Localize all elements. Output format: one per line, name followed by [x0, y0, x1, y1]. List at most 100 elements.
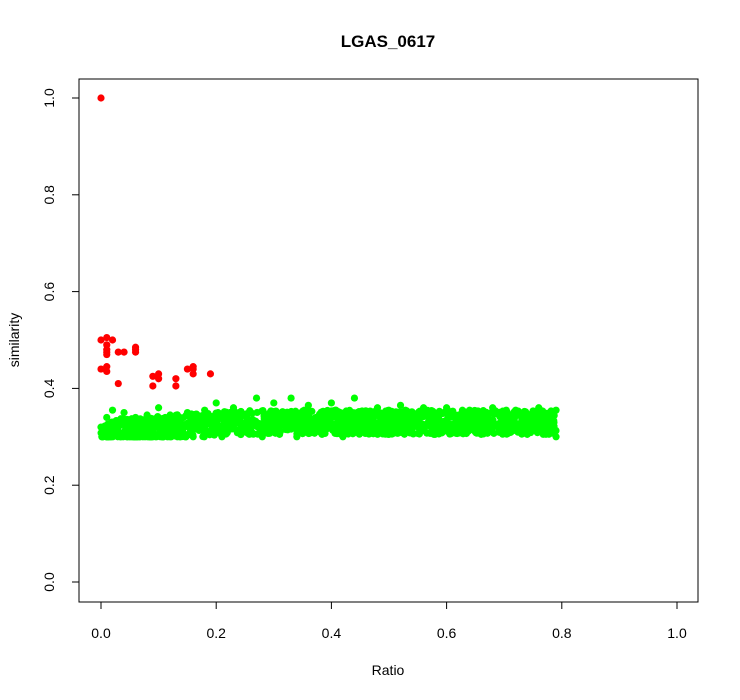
- green-point: [270, 422, 278, 430]
- green-point: [304, 407, 313, 415]
- x-tick-label: 0.4: [322, 625, 342, 641]
- green-point: [229, 404, 238, 412]
- green-point: [370, 409, 378, 417]
- green-point: [97, 423, 105, 431]
- green-point: [397, 411, 405, 419]
- green-point: [248, 409, 256, 417]
- green-point: [166, 411, 174, 419]
- green-point: [190, 418, 198, 427]
- green-point: [195, 426, 203, 435]
- green-point: [419, 404, 428, 412]
- green-point: [408, 408, 416, 416]
- x-tick-label: 0.0: [91, 625, 111, 641]
- green-point: [173, 416, 181, 425]
- green-point: [433, 412, 441, 420]
- green-point: [237, 407, 245, 416]
- green-point: [373, 430, 382, 438]
- red-point: [103, 350, 111, 359]
- green-point: [277, 421, 285, 430]
- green-point: [103, 433, 111, 441]
- green-point: [249, 415, 257, 424]
- y-tick-label: 0.6: [41, 282, 57, 302]
- red-point: [120, 348, 128, 356]
- green-point: [103, 413, 111, 422]
- green-point: [514, 428, 522, 436]
- green-point: [466, 406, 474, 414]
- green-point: [349, 409, 357, 417]
- green-point: [183, 409, 191, 417]
- green-point: [518, 415, 526, 423]
- green-point: [172, 426, 180, 434]
- green-point: [252, 394, 261, 402]
- green-point: [312, 413, 320, 421]
- green-point: [338, 424, 346, 432]
- green-point: [229, 424, 237, 433]
- green-point: [241, 428, 249, 436]
- y-tick-label: 0.0: [41, 572, 57, 592]
- green-point: [263, 424, 272, 432]
- green-point: [375, 424, 383, 432]
- points-layer: [97, 94, 560, 441]
- green-point: [546, 428, 554, 436]
- green-point: [258, 433, 266, 441]
- y-tick-label: 1.0: [41, 88, 57, 108]
- plot-area-border: [78, 78, 699, 603]
- green-point: [287, 394, 295, 402]
- green-point: [489, 404, 497, 412]
- green-point: [515, 422, 524, 430]
- green-point: [120, 409, 128, 417]
- green-point: [373, 404, 382, 412]
- red-point: [114, 348, 122, 356]
- green-point: [439, 422, 447, 430]
- green-point: [108, 424, 117, 432]
- red-point: [189, 370, 197, 378]
- green-point: [290, 422, 298, 430]
- green-point: [186, 427, 195, 435]
- green-point: [225, 415, 233, 423]
- green-point: [130, 433, 139, 441]
- green-point: [496, 408, 504, 416]
- green-point: [500, 428, 508, 436]
- green-point: [408, 418, 416, 426]
- green-point: [151, 415, 159, 424]
- x-tick-label: 0.2: [206, 625, 226, 641]
- green-point: [280, 416, 288, 424]
- green-point: [315, 419, 323, 427]
- green-point: [304, 401, 312, 409]
- red-point: [114, 379, 122, 388]
- green-point: [419, 411, 427, 419]
- green-point: [477, 430, 485, 438]
- green-point: [510, 415, 518, 423]
- green-point: [484, 415, 492, 423]
- red-point: [172, 382, 180, 390]
- green-point: [108, 406, 117, 414]
- green-point: [536, 417, 544, 425]
- green-point: [464, 427, 472, 435]
- green-point: [523, 430, 531, 438]
- green-point: [478, 424, 487, 432]
- y-axis-label: similarity: [6, 313, 22, 367]
- red-point: [103, 333, 111, 342]
- y-tick-label: 0.4: [41, 378, 57, 398]
- green-point: [414, 419, 422, 428]
- green-point: [272, 407, 280, 415]
- green-point: [206, 428, 215, 436]
- red-point: [97, 94, 105, 102]
- green-point: [339, 433, 347, 441]
- green-point: [319, 407, 327, 416]
- green-point: [108, 418, 117, 426]
- green-point: [426, 415, 434, 423]
- green-point: [293, 433, 301, 441]
- green-point: [134, 421, 142, 429]
- green-point: [443, 404, 451, 412]
- green-point: [295, 418, 304, 426]
- green-point: [242, 414, 251, 422]
- green-point: [427, 406, 436, 415]
- green-point: [216, 427, 224, 435]
- green-point: [362, 428, 370, 436]
- green-point: [325, 409, 333, 417]
- green-point: [291, 407, 300, 415]
- green-point: [320, 422, 328, 431]
- green-point: [358, 407, 366, 415]
- green-point: [408, 428, 416, 436]
